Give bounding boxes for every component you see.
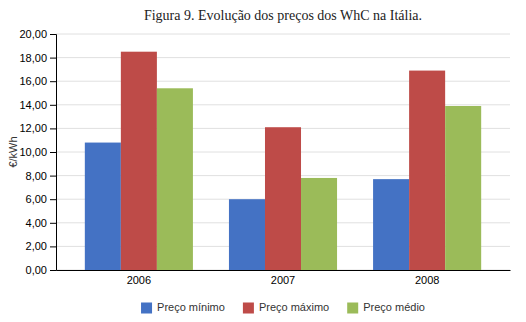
y-tick: 10,00 [19, 146, 56, 158]
y-tick-mark [50, 34, 56, 35]
y-tick: 12,00 [19, 122, 56, 134]
x-tick-label: 2007 [271, 274, 295, 286]
y-tick: 2,00 [26, 240, 56, 252]
y-tick: 16,00 [19, 75, 56, 87]
grid [56, 34, 510, 270]
y-tick-label: 12,00 [19, 122, 47, 134]
y-tick-label: 14,00 [19, 99, 47, 111]
legend-swatch [347, 303, 358, 314]
bar [121, 52, 157, 270]
y-tick-mark [50, 58, 56, 59]
y-axis-line [50, 35, 57, 271]
y-tick: 6,00 [26, 193, 56, 205]
y-tick: 18,00 [19, 52, 56, 64]
y-tick-mark [50, 152, 56, 153]
y-tick: 14,00 [19, 99, 56, 111]
y-tick-label: 8,00 [26, 170, 47, 182]
y-tick-label: 18,00 [19, 52, 47, 64]
x-axis: 2006 2007 2008 [57, 271, 511, 286]
grid-line [56, 34, 510, 35]
chart-svg: 0,00 2,00 4,00 6,00 8,00 10,00 12,00 14,00 16,00… [0, 0, 526, 322]
y-tick-label: 6,00 [26, 193, 47, 205]
y-axis: 0,00 2,00 4,00 6,00 8,00 10,00 12,00 14,00 16,00… [19, 28, 56, 276]
bar [445, 106, 481, 270]
y-tick: 0,00 [26, 264, 56, 276]
x-tick: 2006 [127, 274, 151, 286]
legend-label: Preço mínimo [157, 301, 225, 313]
y-tick-mark [50, 199, 56, 200]
bars [85, 52, 481, 270]
bar [229, 199, 265, 270]
y-tick-label: 4,00 [26, 217, 47, 229]
legend: Preço mínimo Preço máximo Preço médio [141, 301, 425, 314]
x-axis-line [57, 270, 511, 271]
legend-item: Preço máximo [243, 301, 329, 314]
x-tick: 2008 [415, 274, 439, 286]
legend-item: Preço mínimo [141, 301, 225, 314]
x-tick-label: 2008 [415, 274, 439, 286]
legend-swatch [141, 303, 152, 314]
y-tick: 20,00 [19, 28, 56, 40]
y-axis-title: €/kWh [7, 136, 19, 167]
plot-area: 0,00 2,00 4,00 6,00 8,00 10,00 12,00 14,00 16,00… [19, 28, 510, 286]
bar [157, 88, 193, 270]
y-tick-label: 10,00 [19, 146, 47, 158]
y-tick-mark [50, 176, 56, 177]
y-tick-mark [50, 128, 56, 129]
y-tick-mark [50, 246, 56, 247]
bar [265, 127, 301, 270]
y-tick-label: 20,00 [19, 28, 47, 40]
y-tick-label: 0,00 [26, 264, 47, 276]
bar [373, 179, 409, 270]
bar-series [157, 88, 481, 270]
y-tick: 8,00 [26, 170, 56, 182]
y-tick-mark [50, 105, 56, 106]
bar [301, 178, 337, 270]
x-tick-label: 2006 [127, 274, 151, 286]
y-tick-label: 16,00 [19, 75, 47, 87]
y-tick-label: 2,00 [26, 240, 47, 252]
legend-swatch [243, 303, 254, 314]
bar [409, 71, 445, 270]
y-tick-mark [50, 270, 56, 271]
legend-item: Preço médio [347, 301, 425, 314]
legend-label: Preço médio [363, 301, 425, 313]
legend-label: Preço máximo [259, 301, 329, 313]
y-tick: 4,00 [26, 217, 56, 229]
bar-series [121, 52, 445, 270]
y-tick-mark [50, 81, 56, 82]
y-tick-mark [50, 223, 56, 224]
chart-title: Figura 9. Evolução dos preços dos WhC na… [144, 8, 422, 23]
bar [85, 143, 121, 270]
x-tick: 2007 [271, 274, 295, 286]
